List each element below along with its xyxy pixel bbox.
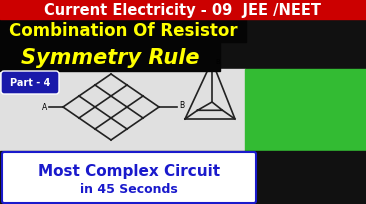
FancyBboxPatch shape	[2, 152, 256, 203]
FancyBboxPatch shape	[1, 72, 59, 94]
Bar	[0, 70, 245, 154]
Bar	[0, 0, 366, 20]
Bar	[245, 70, 366, 164]
Bar	[0, 44, 220, 72]
Text: Current Electricity - 09  JEE /NEET: Current Electricity - 09 JEE /NEET	[45, 2, 321, 17]
Text: Part - 4: Part - 4	[10, 78, 50, 88]
Text: in 45 Seconds: in 45 Seconds	[80, 183, 178, 196]
Bar	[0, 20, 246, 43]
Bar	[0, 151, 366, 204]
Text: A: A	[42, 103, 47, 112]
Text: Most Complex Circuit: Most Complex Circuit	[38, 164, 220, 179]
Text: Combination Of Resistor: Combination Of Resistor	[9, 22, 237, 40]
Text: Symmetry Rule: Symmetry Rule	[21, 48, 199, 68]
Text: B: B	[179, 101, 184, 110]
Text: B: B	[215, 59, 220, 65]
